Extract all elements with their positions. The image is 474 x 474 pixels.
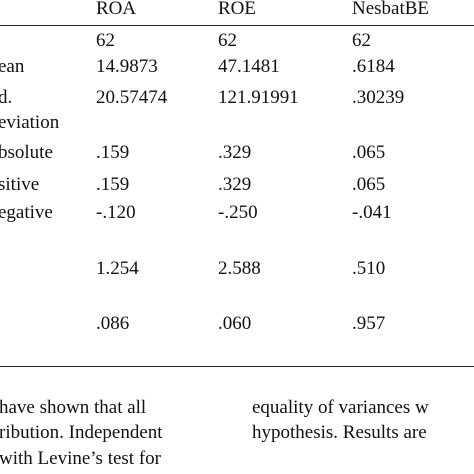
header-rule (0, 25, 474, 26)
body-text-left-line-2: ribution. Independent (0, 422, 163, 443)
cell-mean-roe: 47.1481 (218, 56, 280, 77)
row-label-deviation: eviation (0, 112, 60, 133)
body-text-right-line-1: equality of variances w (252, 397, 429, 418)
column-header-nesbatbe: NesbatBE (352, 0, 430, 19)
cell-positive-roe: .329 (218, 174, 252, 195)
cell-std-nesbatbe: .30239 (352, 87, 405, 108)
cell-negative-roe: -.250 (218, 202, 258, 223)
cell-z-roa: 1.254 (96, 258, 139, 279)
body-text-left-line-1: have shown that all (0, 397, 147, 418)
cell-n-roe: 62 (218, 30, 237, 51)
row-label-mean: ean (0, 56, 25, 77)
cell-z-nesbatbe: .510 (352, 258, 386, 279)
cell-mean-nesbatbe: .6184 (352, 56, 395, 77)
row-label-positive: sitive (0, 174, 40, 195)
cell-z-roe: 2.588 (218, 258, 261, 279)
cell-absolute-roa: .159 (96, 142, 130, 163)
body-text-right-line-2: hypothesis. Results are (252, 422, 427, 443)
cell-std-roa: 20.57474 (96, 87, 168, 108)
row-label-std: d. (0, 87, 13, 108)
table-bottom-rule (0, 366, 474, 367)
cell-std-roe: 121.91991 (218, 87, 299, 108)
cell-sig-roe: .060 (218, 313, 252, 334)
cell-negative-nesbatbe: -.041 (352, 202, 392, 223)
body-text-left-line-3: with Levine’s test for (0, 448, 161, 469)
row-label-absolute: bsolute (0, 142, 53, 163)
row-label-negative: egative (0, 202, 53, 223)
cell-negative-roa: -.120 (96, 202, 136, 223)
cell-sig-nesbatbe: .957 (352, 313, 386, 334)
cell-n-roa: 62 (96, 30, 115, 51)
column-header-roa: ROA (96, 0, 137, 19)
cell-mean-roa: 14.9873 (96, 56, 158, 77)
cell-positive-roa: .159 (96, 174, 130, 195)
cell-absolute-roe: .329 (218, 142, 252, 163)
cell-positive-nesbatbe: .065 (352, 174, 386, 195)
cell-n-nesbatbe: 62 (352, 30, 371, 51)
cell-absolute-nesbatbe: .065 (352, 142, 386, 163)
cell-sig-roa: .086 (96, 313, 130, 334)
column-header-roe: ROE (218, 0, 256, 19)
